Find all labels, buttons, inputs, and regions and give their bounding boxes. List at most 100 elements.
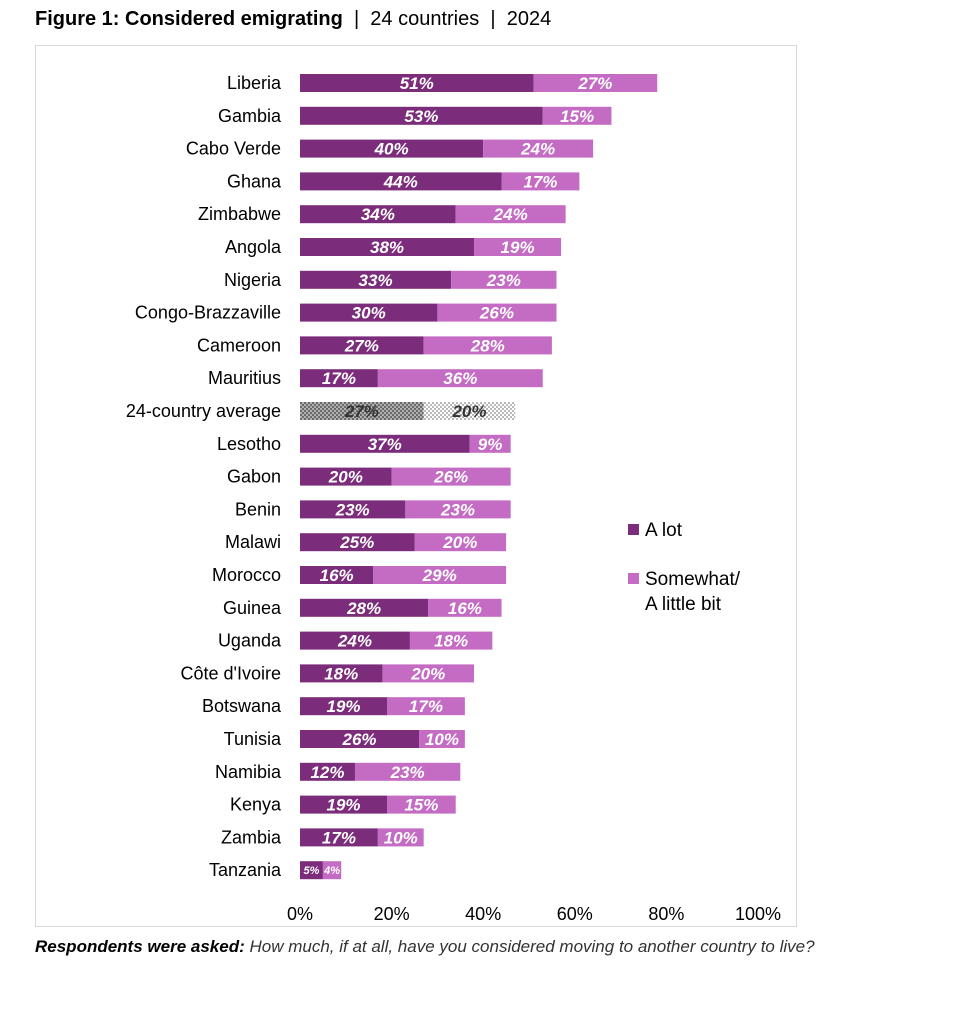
- bar-segment-a-lot: [300, 598, 429, 617]
- bar-row-mauritius: Mauritius 17% 36%: [208, 368, 543, 388]
- data-label-somewhat: 28%: [470, 336, 505, 355]
- data-label-somewhat: 24%: [520, 140, 555, 159]
- bar-segment-a-lot: [300, 369, 378, 388]
- bar-row-malawi: Malawi 25% 20%: [225, 532, 507, 552]
- category-label: Benin: [235, 499, 281, 519]
- bar-row-congo-brazzaville: Congo-Brazzaville 30% 26%: [135, 303, 557, 323]
- x-axis: 0% 20% 40% 60% 80% 100%: [287, 904, 781, 924]
- title-separator: |: [490, 8, 496, 30]
- bar-segment-a-lot: [300, 467, 392, 486]
- bar-segment-somewhat: [419, 730, 465, 748]
- bar-segment-a-lot: [300, 762, 355, 781]
- bar-segment-a-lot: [300, 566, 374, 584]
- data-label-a-lot: 25%: [339, 533, 374, 552]
- data-label-a-lot: 30%: [352, 304, 386, 323]
- data-label-somewhat: 10%: [425, 730, 459, 749]
- data-label-somewhat: 10%: [384, 828, 418, 847]
- bar-segment-a-lot: [300, 205, 456, 224]
- bar-segment-somewhat: [377, 369, 543, 388]
- data-label-somewhat: 26%: [479, 304, 514, 323]
- legend-item-somewhat: Somewhat/A little bit: [628, 569, 741, 615]
- data-label-somewhat: 20%: [410, 664, 445, 683]
- data-label-a-lot: 26%: [342, 730, 377, 749]
- data-label-a-lot: 12%: [310, 763, 344, 782]
- data-label-somewhat: 27%: [577, 74, 612, 93]
- category-label: Zambia: [221, 827, 282, 847]
- bar-segment-a-lot: [300, 74, 534, 92]
- x-tick-label: 40%: [465, 904, 501, 924]
- data-label-a-lot: 51%: [400, 74, 434, 93]
- bar-segment-somewhat: [451, 270, 557, 289]
- bar-segment-somewhat: [474, 238, 562, 256]
- category-label: Liberia: [227, 73, 282, 93]
- x-tick-label: 60%: [557, 904, 593, 924]
- bar-row-lesotho: Lesotho 37% 9%: [217, 434, 511, 454]
- data-label-somewhat: 23%: [440, 500, 475, 519]
- bar-row-tunisia: Tunisia 26% 10%: [224, 729, 465, 749]
- bar-segment-somewhat: [354, 762, 461, 781]
- bars-layer: Liberia 51% 27% Gambia 53% 15% Cabo Verde 40% 24…: [126, 73, 658, 880]
- bar-segment-somewhat: [428, 598, 502, 617]
- bar-segment-a-lot: [300, 303, 438, 322]
- bar-row-cameroon: Cameroon 27% 28%: [197, 335, 552, 355]
- legend-label: Somewhat/: [645, 569, 741, 590]
- bar-row-uganda: Uganda 24% 18%: [218, 631, 493, 651]
- data-label-somewhat: 15%: [560, 107, 594, 126]
- figure-scope: 24 countries: [370, 8, 480, 30]
- bar-row-24-country-average: 24-country average 27% 20%: [126, 401, 516, 421]
- bar-segment-somewhat: [405, 500, 511, 519]
- category-label: Ghana: [227, 171, 282, 191]
- bar-segment-somewhat: [414, 533, 507, 552]
- data-label-somewhat: 15%: [404, 796, 438, 815]
- data-label-a-lot: 16%: [320, 566, 354, 585]
- data-label-somewhat: 20%: [451, 402, 486, 421]
- data-label-a-lot: 19%: [326, 697, 360, 716]
- data-label-a-lot: 38%: [370, 238, 404, 257]
- data-label-a-lot: 27%: [344, 336, 379, 355]
- category-label: Uganda: [218, 631, 282, 651]
- bar-segment-somewhat: [382, 664, 475, 683]
- data-label-a-lot: 20%: [328, 468, 363, 487]
- x-tick-label: 0%: [287, 904, 313, 924]
- data-label-a-lot: 17%: [322, 828, 356, 847]
- data-label-somewhat: 17%: [523, 172, 557, 191]
- legend-label-line2: A little bit: [645, 594, 722, 615]
- bar-segment-a-lot: [300, 336, 424, 355]
- bar-row-guinea: Guinea 28% 16%: [223, 598, 502, 618]
- category-label: Guinea: [223, 598, 282, 618]
- bar-segment-somewhat: [455, 205, 566, 224]
- data-label-a-lot: 27%: [344, 402, 379, 421]
- bar-segment-a-lot: [300, 172, 502, 191]
- category-label: Nigeria: [224, 270, 282, 290]
- category-label: Angola: [225, 237, 282, 257]
- bar-segment-a-lot: [300, 238, 475, 256]
- figure-year: 2024: [506, 8, 552, 30]
- data-label-somewhat: 4%: [323, 865, 340, 877]
- data-label-somewhat: 19%: [501, 238, 535, 257]
- bar-segment-a-lot: [300, 533, 415, 552]
- bar-segment-a-lot: [300, 861, 323, 880]
- bar-row-cabo-verde: Cabo Verde 40% 24%: [186, 139, 594, 159]
- data-label-somewhat: 23%: [390, 763, 425, 782]
- category-label: Gabon: [227, 467, 281, 487]
- bar-segment-somewhat: [501, 172, 580, 191]
- bar-row-tanzania: Tanzania 5% 4%: [209, 860, 342, 880]
- bar-segment-a-lot: [300, 500, 406, 519]
- data-label-a-lot: 33%: [359, 271, 393, 290]
- category-label: Morocco: [212, 565, 281, 585]
- bar-row-gabon: Gabon 20% 26%: [227, 467, 511, 487]
- figure-title-main: Figure 1: Considered emigrating: [35, 8, 343, 30]
- legend-swatch: [628, 573, 639, 584]
- bar-segment-a-lot: [300, 270, 452, 289]
- category-label: Tanzania: [209, 860, 282, 880]
- bar-segment-a-lot: [300, 631, 410, 650]
- bar-segment-somewhat: [483, 139, 594, 158]
- chart-frame: Liberia 51% 27% Gambia 53% 15% Cabo Verde 40% 24…: [35, 45, 797, 927]
- bar-segment-a-lot: [300, 402, 424, 420]
- category-label: 24-country average: [126, 401, 281, 421]
- bar-segment-somewhat: [423, 402, 516, 420]
- category-label: Congo-Brazzaville: [135, 303, 281, 323]
- footnote-question: How much, if at all, have you considered…: [249, 937, 815, 956]
- data-label-a-lot: 19%: [326, 796, 360, 815]
- category-label: Malawi: [225, 532, 281, 552]
